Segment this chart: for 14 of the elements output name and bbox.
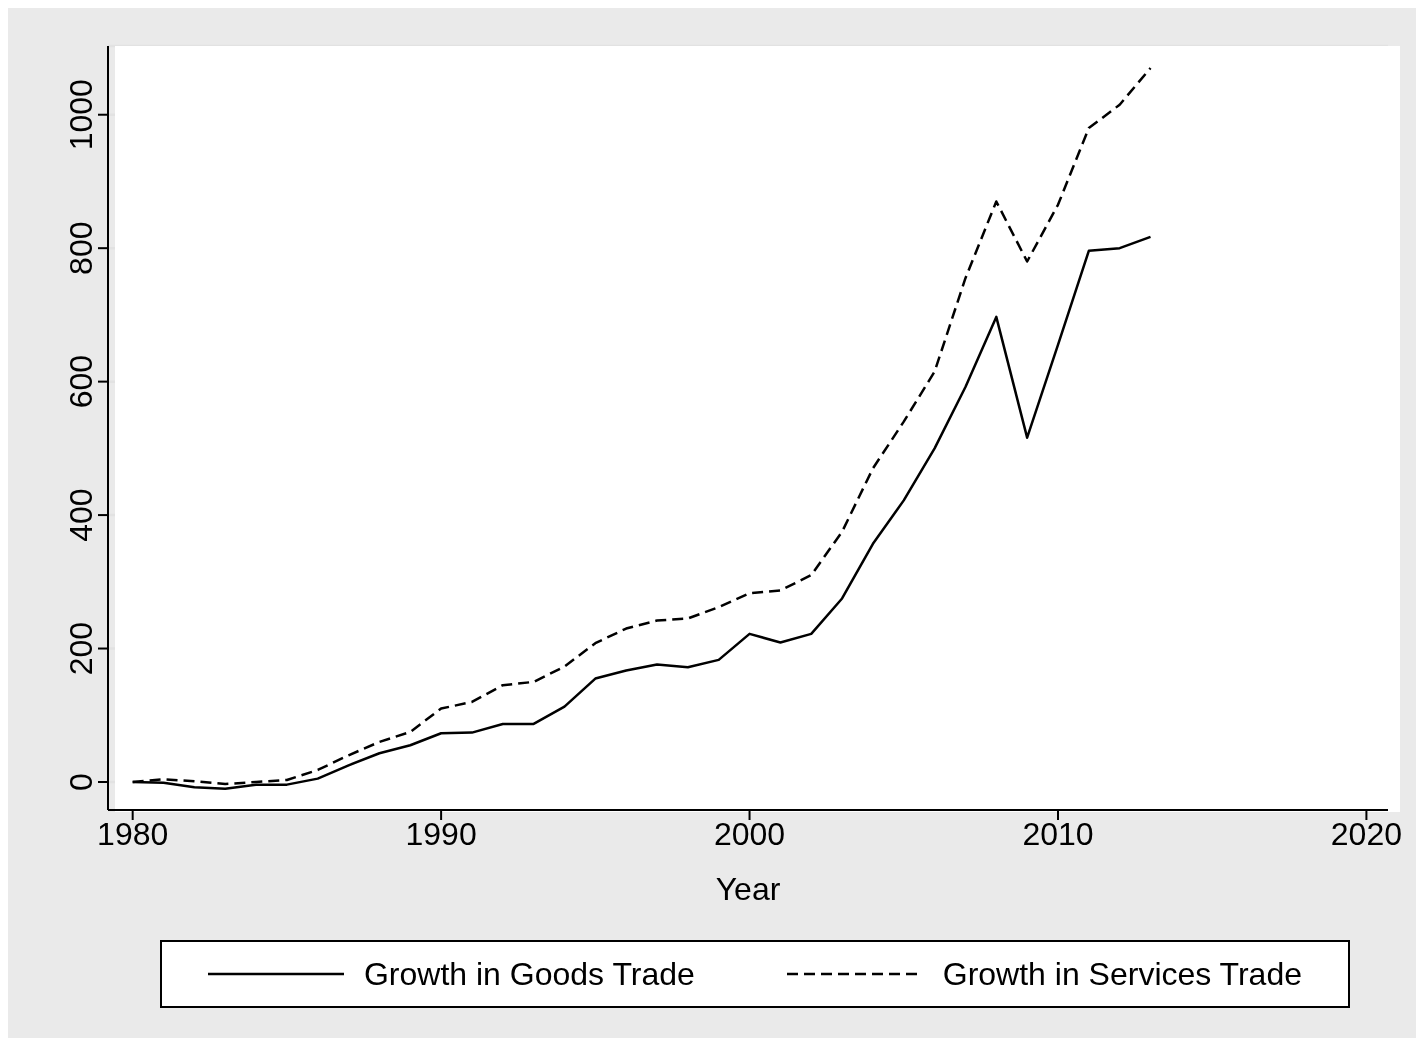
x-tick-label: 2000	[713, 815, 786, 852]
y-tick-label: 400	[63, 488, 99, 542]
legend-label: Growth in Services Trade	[942, 955, 1302, 993]
y-tick-label: 600	[63, 354, 99, 409]
x-tick-label: 2010	[1022, 815, 1094, 852]
y-tick-label: 200	[63, 621, 99, 676]
y-tick-label: 1000	[63, 79, 99, 151]
y-tick-label: 800	[63, 221, 99, 275]
x-tick-label: 1990	[405, 815, 477, 852]
x-tick-label: 1980	[97, 815, 169, 852]
x-tick-label: 2020	[1330, 815, 1402, 852]
x-axis-title: Year	[715, 871, 781, 907]
y-tick-label: 0	[63, 773, 99, 791]
legend-label: Growth in Goods Trade	[363, 955, 695, 993]
